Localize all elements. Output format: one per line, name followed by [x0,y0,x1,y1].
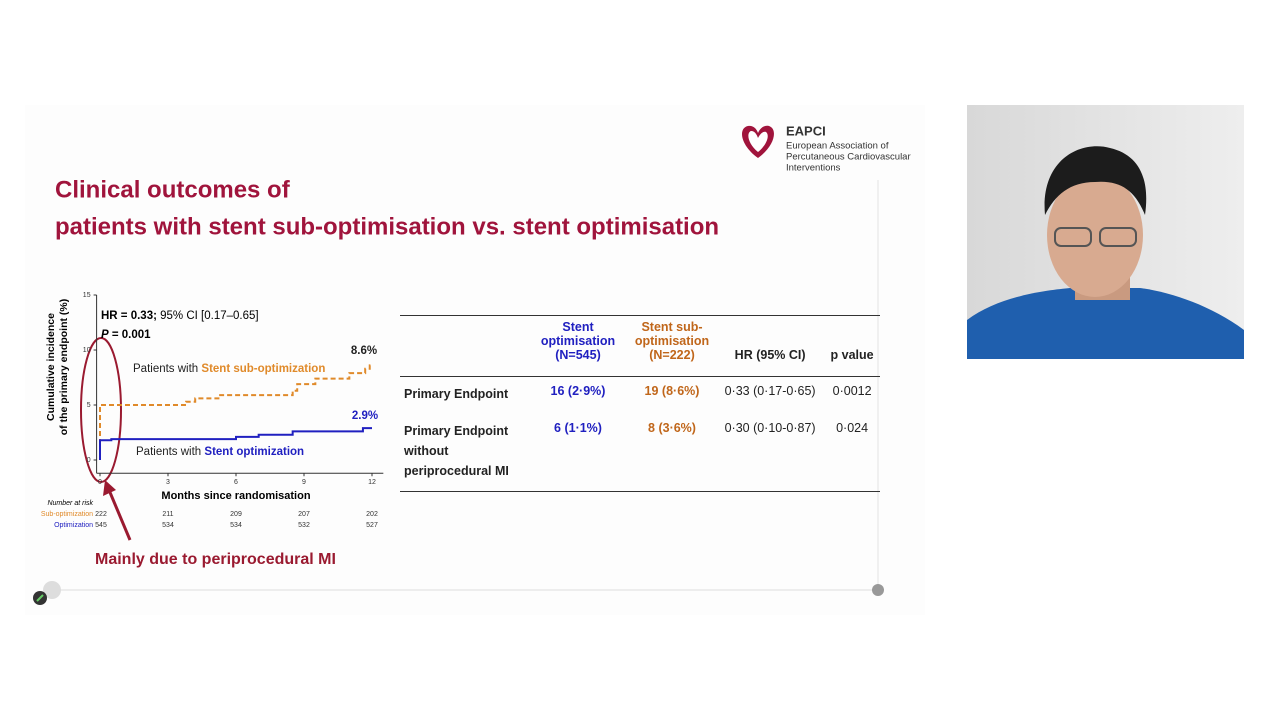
legend-name: Stent optimization [204,446,304,458]
end-label: 2.9% [352,410,378,422]
slide-title: Clinical outcomes of [55,176,291,203]
header-cell: p value [830,348,874,362]
y-axis-label: of the primary endpoint (%) [58,299,70,436]
table-cell: 19 (8·6%) [644,384,700,398]
x-tick-label: 0 [98,479,102,486]
arrow [107,489,132,541]
x-tick-label: 6 [234,479,238,486]
km-chart: 0 5 10 15 0 3 6 9 12 Months since randomisation Cu… [41,292,384,529]
curve-label: Patients with Stent sub-optimization [133,363,325,375]
hr-annotation: HR = 0.33; 95% CI [0.17–0.65] [101,310,259,322]
risk-row-name: Optimization [54,522,93,529]
hr-value: HR = 0.33; [101,310,157,322]
y-tick-label: 5 [87,402,91,409]
header-cell: Stent optimisation (N=545) [540,320,616,362]
logo-line: Interventions [786,163,841,174]
risk-value: 211 [162,511,173,518]
slide-title: patients with stent sub-optimisation vs.… [55,213,719,240]
label-prefix: Patients with [136,446,201,458]
highlight-ellipse [80,337,122,483]
risk-value: 534 [162,522,174,529]
glasses [1099,227,1137,247]
end-label: 8.6% [351,345,377,357]
x-axis-label: Months since randomisation [161,490,310,502]
ci-value: 95% CI [0.17–0.65] [160,310,258,322]
slide [25,105,925,615]
y-tick-label: 0 [87,457,91,464]
person-hair [1044,146,1147,215]
header-cell: Stent sub-optimisation (N=222) [634,320,710,362]
risk-value: 527 [366,522,378,529]
x-tick-label: 9 [302,479,306,486]
table-cell: 16 (2·9%) [550,384,606,398]
risk-value: 207 [298,511,310,518]
y-tick-label: 10 [83,347,91,354]
table-cell: 0·30 (0·10-0·87) [724,421,816,435]
km-curve [99,364,372,460]
glasses [1054,227,1092,247]
p-text: = 0.001 [112,329,151,341]
risk-value: 534 [230,522,242,529]
table-cell: Primary Endpoint without periprocedural … [404,424,509,478]
header-cell [400,316,528,377]
logo-heart-inner [748,131,768,152]
risk-value: 532 [298,522,310,529]
logo-name: EAPCI [786,123,826,138]
header-cell: HR (95% CI) [734,348,806,362]
x-tick-label: 12 [368,479,376,486]
logo-line: Percutaneous Cardiovascular [786,152,911,163]
table-header: Stent optimisation (N=545) Stent sub-opt… [400,315,880,377]
progress-start[interactable] [43,581,61,599]
p-annotation: P = 0.001 [101,329,151,341]
table-row: Primary Endpoint without periprocedural … [400,414,880,492]
pen-icon [36,594,44,602]
table-cell: 8 (3·6%) [648,421,696,435]
webcam [967,105,1244,359]
label-prefix: Patients with [133,363,198,375]
y-axis-label: Cumulative incidence [45,313,57,421]
risk-title: Number at risk [47,500,93,507]
results-table: Stent optimisation (N=545) Stent sub-opt… [400,315,880,492]
arrow-head [103,480,116,496]
table-cell: 0·33 (0·17-0·65) [724,384,816,398]
annotation: Mainly due to periprocedural MI [95,551,336,568]
km-curve [99,427,372,460]
logo: EAPCI European Association of Percutaneo… [742,123,911,174]
table-row: Primary Endpoint 16 (2·9%) 19 (8·6%) 0·33 (… [400,377,880,415]
logo-line: European Association of [786,141,889,152]
curve-label: Patients with Stent optimization [136,446,304,458]
table-cell: 0·024 [836,421,869,435]
risk-value: 202 [366,511,378,518]
p-symbol: P [101,329,109,341]
table-cell: 0·0012 [832,384,872,398]
risk-row-name: Sub-optimization [41,511,93,518]
risk-value: 222 [95,511,107,518]
person-face [1047,173,1143,297]
table-cell: Primary Endpoint [404,387,509,401]
legend-name: Stent sub-optimization [201,363,325,375]
progress-handle[interactable] [872,584,884,596]
table-cell: 6 (1·1%) [554,421,602,435]
person-shirt [967,288,1244,359]
risk-value: 545 [95,522,107,529]
risk-value: 209 [230,511,242,518]
y-tick-label: 15 [83,292,91,299]
x-tick-label: 3 [166,479,170,486]
